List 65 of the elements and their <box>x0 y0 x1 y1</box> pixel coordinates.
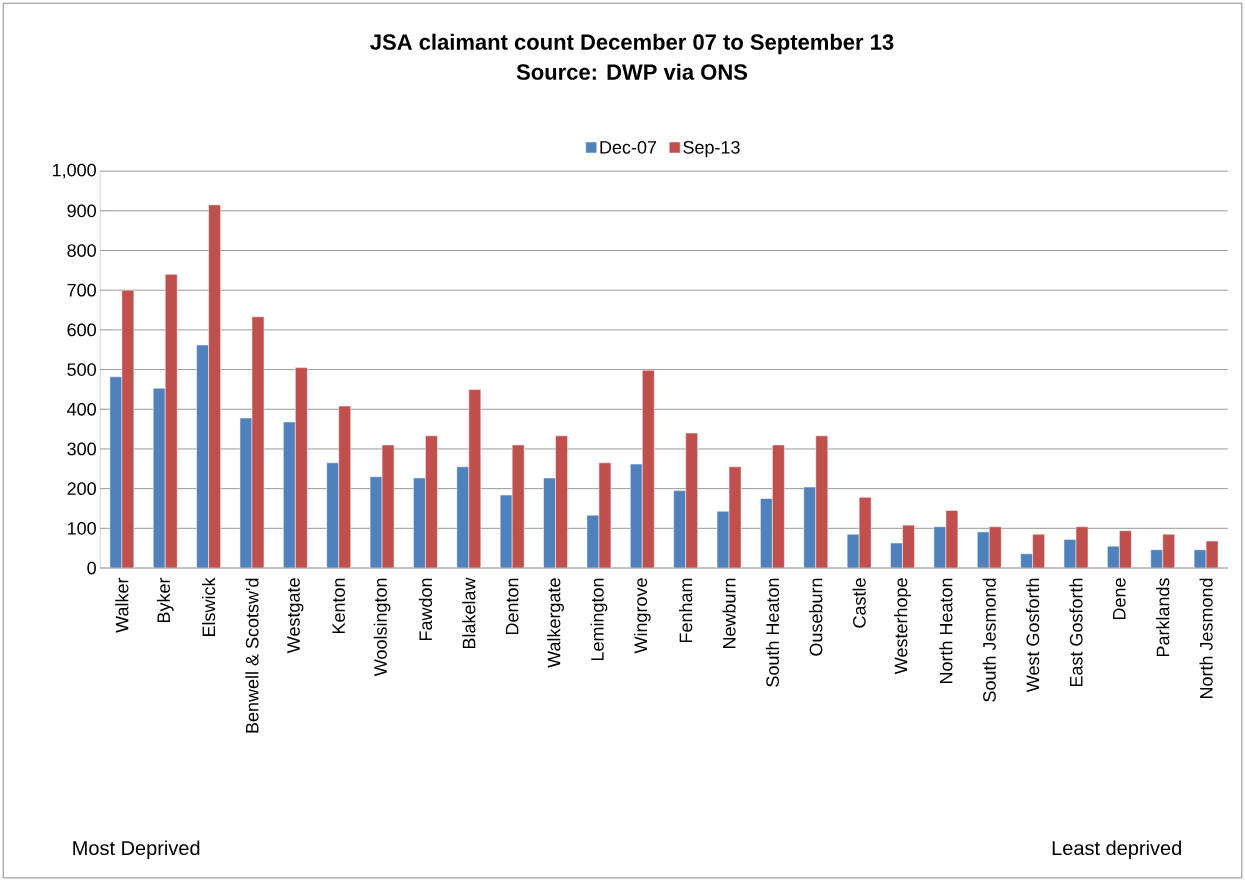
bar <box>456 466 470 568</box>
x-tick-label: Elswick <box>201 577 216 636</box>
x-tick-label: Westerhope <box>894 578 911 675</box>
x-tick-label: Parklands <box>1156 578 1170 657</box>
text: Most Deprived <box>73 840 200 860</box>
x-tick-label: Wingrove <box>633 578 651 654</box>
x-tick-label: Castle <box>852 578 866 628</box>
bar <box>772 444 785 568</box>
bar <box>208 204 221 568</box>
x-tick-label: Benwell & Scotsw'd <box>245 578 259 733</box>
x-tick-label: Fawdon <box>418 578 433 641</box>
y-tick-label: 900 <box>67 204 96 218</box>
y-tick-label: 500 <box>67 363 96 376</box>
y-tick-label: 0 <box>87 561 96 575</box>
x-tick-label: Walker <box>115 577 129 633</box>
bar <box>815 435 829 568</box>
x-tick-label: East Gosforth <box>1069 578 1083 687</box>
chart-subtitle: Source: DWP via ONS <box>516 63 748 80</box>
bar <box>425 435 438 568</box>
y-tick-label: 600 <box>67 323 96 337</box>
bar <box>196 344 209 568</box>
x-tick-label: West Gosforth <box>1026 578 1040 693</box>
bar <box>630 463 643 568</box>
x-tick-label: Byker <box>156 577 174 623</box>
bar <box>685 432 698 568</box>
bar <box>511 444 525 568</box>
y-tick-label: 800 <box>67 244 96 257</box>
x-tick-label: Dene <box>1113 578 1126 620</box>
x-tick-label: Woolsington <box>373 578 391 677</box>
x-tick-label: Westgate <box>287 578 304 654</box>
bar <box>413 477 426 568</box>
x-tick-label: Kenton <box>332 578 345 634</box>
x-tick-label: Blakelaw <box>462 577 476 649</box>
bar <box>295 367 308 568</box>
legend-label: Sep-13 <box>683 140 740 158</box>
x-tick-label: South Heaton <box>765 578 780 687</box>
bar <box>642 370 655 568</box>
x-tick-label: Newburn <box>722 578 736 649</box>
y-tick-label: 300 <box>67 442 96 456</box>
x-tick-label: Fenham <box>679 578 693 643</box>
x-tick-label: Denton <box>505 578 519 635</box>
bar <box>555 435 568 568</box>
y-tick-label: 400 <box>67 402 96 416</box>
chart-title: JSA claimant count December 07 to September 13 <box>370 33 894 55</box>
y-tick-label: 100 <box>67 521 96 535</box>
bar <box>283 421 296 568</box>
bar <box>468 389 482 568</box>
legend-label: Dec-07 <box>600 140 657 154</box>
x-tick-label: North Jesmond <box>1199 578 1213 699</box>
x-tick-label: Lemington <box>590 578 608 661</box>
bar <box>338 405 351 568</box>
bar <box>164 274 178 568</box>
bar <box>152 387 166 568</box>
bar <box>673 490 686 568</box>
x-tick-label: Walkergate <box>547 578 564 668</box>
x-tick-label: Ouseburn <box>809 578 823 656</box>
y-tick-label: 700 <box>67 283 96 297</box>
y-tick-label: 1,000 <box>52 163 96 179</box>
x-tick-label: South Jesmond <box>982 578 996 702</box>
bar <box>326 462 339 568</box>
y-tick-label: 200 <box>67 482 96 495</box>
bar <box>543 477 556 568</box>
bar <box>760 498 773 568</box>
x-tick-label: North Heaton <box>939 578 953 684</box>
text: Least deprived <box>1052 840 1181 860</box>
